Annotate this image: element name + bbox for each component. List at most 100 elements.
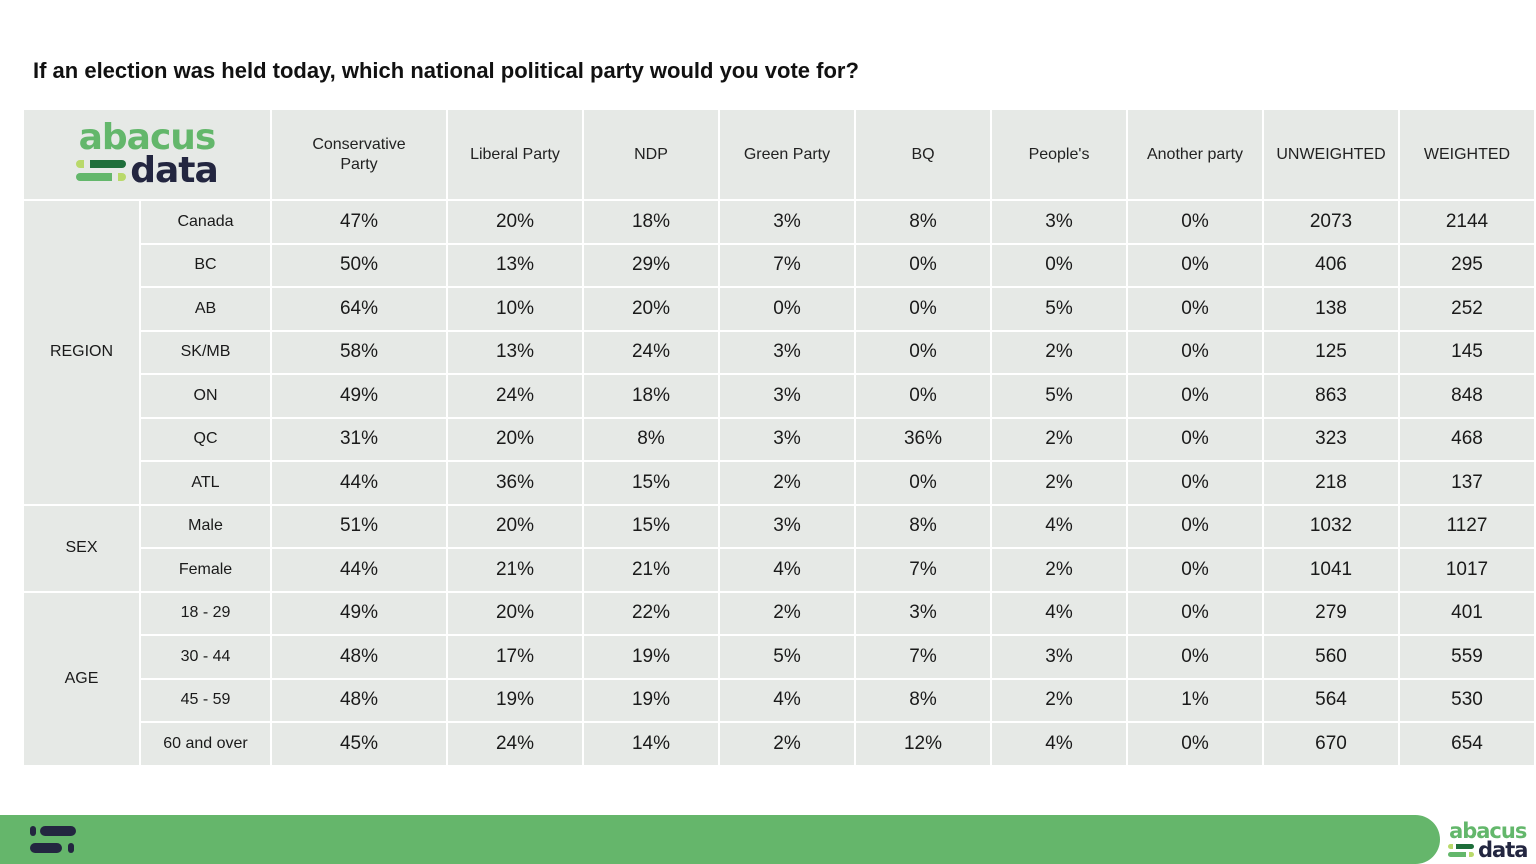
table-cell: 0% — [854, 460, 992, 506]
table-cell: 5% — [990, 286, 1128, 332]
table-cell: 0% — [854, 242, 992, 288]
table-cell: 252 — [1398, 286, 1536, 332]
table-cell: 21% — [446, 547, 584, 593]
row-label: 45 - 59 — [139, 677, 272, 723]
table-cell: 13% — [446, 242, 584, 288]
column-header: BQ — [854, 108, 992, 201]
table-cell: 0% — [1126, 329, 1264, 375]
table-cell: 3% — [718, 503, 856, 549]
table-cell: 559 — [1398, 634, 1536, 680]
table-row: ATL 44% 36% 15% 2% 0% 2% 0% 218 137 — [23, 460, 1536, 506]
table-cell: 2% — [990, 329, 1128, 375]
row-label: 30 - 44 — [139, 634, 272, 680]
table-cell: 17% — [446, 634, 584, 680]
row-label: SK/MB — [139, 329, 272, 375]
table-cell: 218 — [1262, 460, 1400, 506]
table-row: AGE 18 - 29 49% 20% 22% 2% 3% 4% 0% 279 401 — [22, 590, 1536, 767]
table-cell: 0% — [1126, 416, 1264, 462]
page-title: If an election was held today, which nat… — [33, 58, 859, 83]
table-cell: 4% — [990, 503, 1128, 549]
table-cell: 295 — [1398, 242, 1536, 288]
footer-bar — [0, 815, 1440, 864]
table-cell: 7% — [854, 634, 992, 680]
table-cell: 2% — [718, 590, 856, 636]
footer-logo-abacus: abacus — [1449, 819, 1527, 843]
column-header: Green Party — [718, 108, 856, 201]
table-cell: 0% — [1126, 634, 1264, 680]
table-cell: 468 — [1398, 416, 1536, 462]
table-cell: 654 — [1398, 721, 1536, 767]
table-cell: 44% — [270, 460, 448, 506]
table-cell: 0% — [854, 329, 992, 375]
table-cell: 2% — [718, 460, 856, 506]
column-header: WEIGHTED — [1398, 108, 1536, 201]
table-cell: 3% — [718, 373, 856, 419]
table-cell: 3% — [718, 199, 856, 245]
row-label: Female — [139, 547, 272, 593]
table-cell: 20% — [446, 590, 584, 636]
table-cell: 137 — [1398, 460, 1536, 506]
table-cell: 530 — [1398, 677, 1536, 723]
table-cell: 2% — [990, 416, 1128, 462]
table-cell: 8% — [854, 503, 992, 549]
table-cell: 3% — [718, 416, 856, 462]
table-cell: 1017 — [1398, 547, 1536, 593]
table-cell: 8% — [854, 677, 992, 723]
table-cell: 20% — [446, 416, 584, 462]
table-cell: 2% — [990, 547, 1128, 593]
table-cell: 22% — [582, 590, 720, 636]
group-label: SEX — [22, 503, 141, 593]
column-header: Another party — [1126, 108, 1264, 201]
table-row: ON 49% 24% 18% 3% 0% 5% 0% 863 848 — [23, 373, 1536, 419]
table-row: 30 - 44 48% 17% 19% 5% 7% 3% 0% 560 559 — [23, 634, 1536, 680]
column-header: Conservative Party — [270, 108, 448, 201]
abacus-data-logo: abacus data — [24, 117, 270, 188]
table-cell: 2% — [990, 677, 1128, 723]
group-label: AGE — [22, 590, 141, 767]
table-cell: 10% — [446, 286, 584, 332]
table-cell: 20% — [446, 503, 584, 549]
table-row: Female 44% 21% 21% 4% 7% 2% 0% 1041 1017 — [23, 547, 1536, 593]
table-cell: 5% — [718, 634, 856, 680]
table-row: 45 - 59 48% 19% 19% 4% 8% 2% 1% 564 530 — [23, 677, 1536, 723]
table-cell: 4% — [990, 721, 1128, 767]
table-cell: 564 — [1262, 677, 1400, 723]
table-cell: 14% — [582, 721, 720, 767]
row-label: AB — [139, 286, 272, 332]
row-label: BC — [139, 242, 272, 288]
table-cell: 138 — [1262, 286, 1400, 332]
table-cell: 0% — [854, 373, 992, 419]
table-cell: 0% — [990, 242, 1128, 288]
table-cell: 1127 — [1398, 503, 1536, 549]
table-cell: 0% — [1126, 460, 1264, 506]
table-cell: 64% — [270, 286, 448, 332]
table-cell: 15% — [582, 460, 720, 506]
table-cell: 49% — [270, 590, 448, 636]
table-cell: 279 — [1262, 590, 1400, 636]
table-cell: 49% — [270, 373, 448, 419]
table-cell: 18% — [582, 373, 720, 419]
table-cell: 47% — [270, 199, 448, 245]
table-row: QC 31% 20% 8% 3% 36% 2% 0% 323 468 — [23, 416, 1536, 462]
table-cell: 8% — [582, 416, 720, 462]
table-row: REGION Canada 47% 20% 18% 3% 8% 3% 0% 2073 2144 — [22, 199, 1536, 506]
table-cell: 36% — [854, 416, 992, 462]
table-cell: 13% — [446, 329, 584, 375]
table-cell: 670 — [1262, 721, 1400, 767]
row-label: ATL — [139, 460, 272, 506]
logo-text-abacus: abacus — [78, 117, 217, 159]
table-cell: 12% — [854, 721, 992, 767]
table-cell: 24% — [446, 721, 584, 767]
table-row: SK/MB 58% 13% 24% 3% 0% 2% 0% 125 145 — [23, 329, 1536, 375]
row-label: 18 - 29 — [139, 590, 272, 636]
logo-marks-icon — [76, 160, 127, 182]
footer-logo: abacus data — [1448, 819, 1528, 860]
table-cell: 1% — [1126, 677, 1264, 723]
table-cell: 3% — [990, 199, 1128, 245]
table-cell: 145 — [1398, 329, 1536, 375]
table-cell: 323 — [1262, 416, 1400, 462]
table-cell: 2% — [718, 721, 856, 767]
table-cell: 2% — [990, 460, 1128, 506]
table-cell: 3% — [990, 634, 1128, 680]
table-cell: 2073 — [1262, 199, 1400, 245]
